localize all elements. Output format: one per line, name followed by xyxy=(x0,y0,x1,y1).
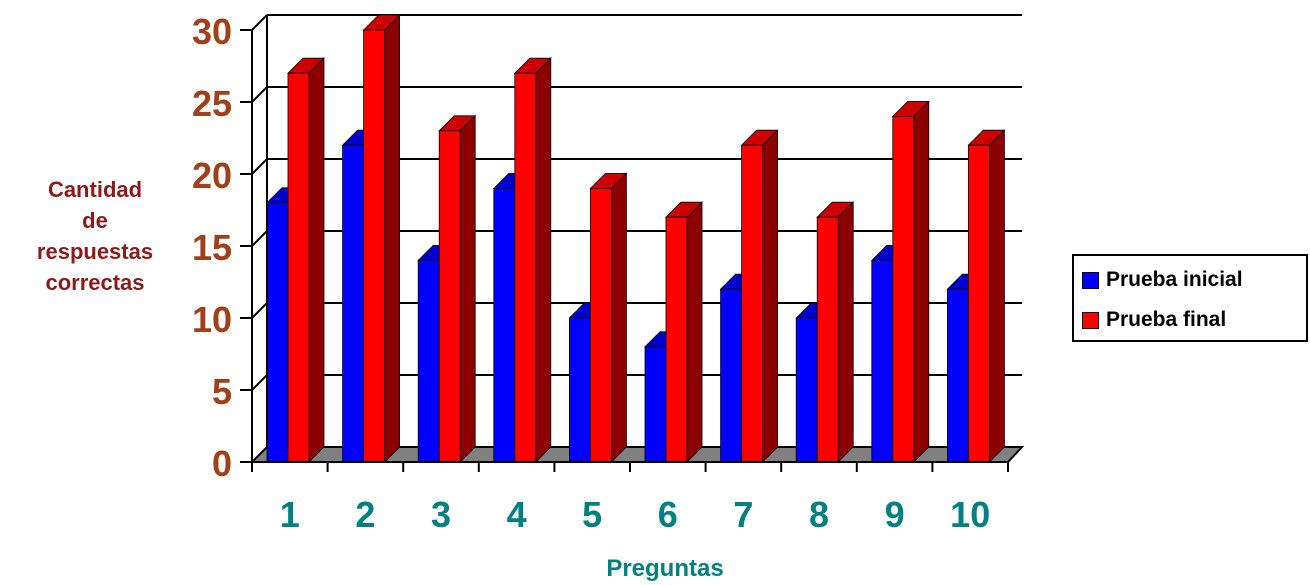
gridline-diagonal xyxy=(251,86,268,103)
bar-final-2 xyxy=(362,14,401,463)
y-axis-label-line: Cantidad xyxy=(47,177,143,202)
legend-swatch-red xyxy=(1082,311,1099,329)
bar-final-7 xyxy=(740,129,779,463)
x-tick-label: 2 xyxy=(355,494,375,535)
x-tick-labels: 1 2 3 4 5 6 7 8 9 10 xyxy=(280,494,990,535)
x-tick-label: 3 xyxy=(431,494,451,535)
y-axis-label: Cantidad de respuestas correctas xyxy=(10,174,180,298)
gridline-diagonal xyxy=(251,158,268,175)
axes xyxy=(240,15,1009,472)
x-tick-label: 9 xyxy=(885,494,905,535)
y-tick-label: 15 xyxy=(192,227,232,268)
bar-final-4 xyxy=(513,57,552,463)
bar-final-1 xyxy=(287,57,325,463)
gridline-diagonal xyxy=(251,374,268,391)
legend: Prueba inicial Prueba final xyxy=(1072,254,1308,342)
bar-final-9 xyxy=(891,100,930,463)
bars xyxy=(266,14,1006,463)
y-tick-label: 10 xyxy=(192,299,232,340)
x-tick-label: 7 xyxy=(733,494,753,535)
gridline-diagonal xyxy=(251,230,268,247)
bar-final-3 xyxy=(438,114,477,463)
y-axis-label-line: correctas xyxy=(45,270,145,295)
y-tick-label: 5 xyxy=(212,371,232,412)
bar-final-10 xyxy=(967,129,1006,463)
y-tick-label: 25 xyxy=(192,83,232,124)
bar-final-6 xyxy=(665,201,703,463)
y-axis-label-line: respuestas xyxy=(36,239,154,264)
y-tick-label: 20 xyxy=(192,155,232,196)
y-tick-label: 30 xyxy=(192,11,232,52)
x-tick-label: 5 xyxy=(582,494,602,535)
x-tick-label: 1 xyxy=(280,494,300,535)
bar-final-5 xyxy=(589,172,628,463)
x-tick-label: 8 xyxy=(809,494,829,535)
legend-swatch-blue xyxy=(1082,271,1099,289)
x-tick-label: 10 xyxy=(950,494,990,535)
y-tick-label: 0 xyxy=(212,443,232,484)
gridline-diagonal xyxy=(251,14,268,31)
legend-item-final: Prueba final xyxy=(1082,308,1226,332)
bar-final-8 xyxy=(816,201,855,463)
y-axis-label-line: de xyxy=(82,208,108,233)
legend-label: Prueba inicial xyxy=(1106,268,1243,291)
y-tick-labels: 0 5 10 15 20 25 30 xyxy=(192,11,232,484)
x-axis-label: Preguntas xyxy=(606,555,724,582)
gridline-diagonal xyxy=(251,302,268,319)
legend-item-initial: Prueba inicial xyxy=(1082,268,1243,292)
x-tick-label: 6 xyxy=(658,494,678,535)
legend-label: Prueba final xyxy=(1106,308,1227,331)
x-tick-label: 4 xyxy=(507,494,527,535)
